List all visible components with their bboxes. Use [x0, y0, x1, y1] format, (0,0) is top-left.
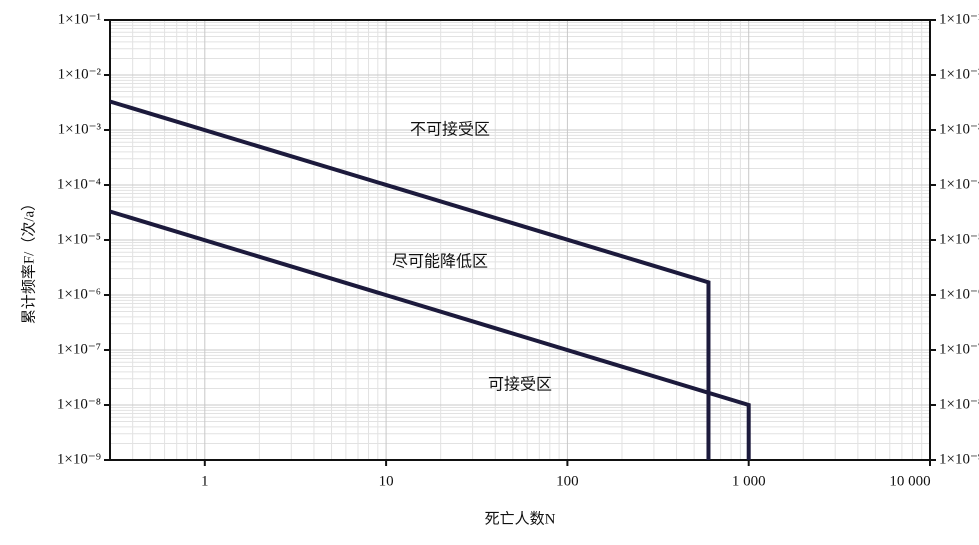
fn-line	[109, 209, 751, 460]
x-tick-label: 10 000	[889, 473, 930, 489]
region-label: 可接受区	[488, 375, 552, 394]
y-tick-label: 1×10⁻⁷	[57, 341, 101, 357]
x-tick-label: 1	[201, 473, 209, 489]
y2-tick-label: 1×10⁻⁶	[939, 286, 979, 302]
y-tick-label: 1×10⁻⁴	[57, 176, 101, 192]
x-axis-label: 死亡人数N	[485, 510, 556, 527]
y-tick-label: 1×10⁻⁶	[57, 286, 101, 302]
x-tick-label: 100	[556, 473, 579, 489]
region-label: 不可接受区	[410, 120, 490, 139]
fn-line	[109, 99, 711, 460]
x-tick-label: 10	[379, 473, 394, 489]
y-tick-label: 1×10⁻³	[58, 121, 102, 137]
y2-tick-label: 1×10⁻⁹	[939, 451, 979, 467]
x-tick-label: 1 000	[732, 473, 766, 489]
y-tick-label: 1×10⁻¹	[58, 11, 101, 27]
y2-tick-label: 1×10⁻³	[939, 121, 979, 137]
y2-tick-label: 1×10⁻⁴	[939, 176, 979, 192]
y2-tick-label: 1×10⁻²	[939, 66, 979, 82]
y2-tick-label: 1×10⁻¹	[939, 11, 979, 27]
y-tick-label: 1×10⁻⁵	[57, 231, 101, 247]
region-label: 尽可能降低区	[392, 252, 488, 271]
y-tick-label: 1×10⁻⁸	[57, 396, 101, 412]
y2-tick-label: 1×10⁻⁷	[939, 341, 979, 357]
y2-tick-label: 1×10⁻⁸	[939, 396, 979, 412]
y-tick-label: 1×10⁻⁹	[57, 451, 101, 467]
y-tick-label: 1×10⁻²	[58, 66, 102, 82]
y-axis-label: 累计频率F/（次/a）	[20, 196, 37, 324]
plot-frame	[109, 19, 931, 461]
y2-tick-label: 1×10⁻⁵	[939, 231, 979, 247]
